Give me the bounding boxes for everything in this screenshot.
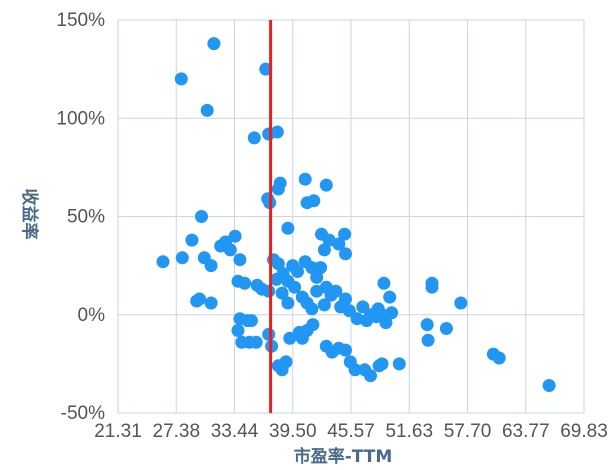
data-point [339, 247, 352, 261]
data-point [279, 355, 293, 369]
data-point [270, 125, 284, 139]
data-point [200, 103, 214, 117]
data-point [204, 259, 218, 273]
data-point [314, 261, 328, 275]
data-point [383, 290, 397, 304]
data-point [339, 292, 352, 306]
data-point [281, 221, 295, 235]
data-point [317, 298, 331, 312]
data-point [310, 284, 324, 298]
x-tick-label: 45.57 [327, 421, 375, 442]
data-point [348, 363, 362, 377]
data-point [542, 379, 556, 392]
x-tick-label: 21.31 [94, 421, 142, 442]
data-point [377, 276, 391, 290]
y-axis-ticks: 150% 100% 50% 0% -50% [56, 10, 105, 424]
data-point [262, 284, 276, 298]
data-point [306, 318, 320, 332]
data-point [298, 172, 312, 186]
x-tick-label: 33.44 [211, 421, 259, 442]
data-point [492, 351, 506, 365]
data-point [271, 257, 285, 271]
data-point [244, 314, 258, 328]
data-point [317, 243, 331, 257]
data-point [273, 176, 287, 190]
y-tick-label: 0% [78, 305, 106, 326]
data-point [439, 322, 453, 335]
x-tick-label: 69.83 [560, 421, 608, 442]
data-point [454, 296, 468, 310]
data-point [195, 210, 208, 223]
data-point [231, 324, 245, 337]
data-point [190, 294, 204, 308]
grid [117, 19, 585, 414]
y-tick-label: 150% [56, 10, 105, 31]
data-point [392, 357, 406, 371]
data-point [421, 333, 435, 347]
data-point [269, 272, 283, 286]
data-point [233, 253, 247, 267]
data-point [369, 310, 383, 324]
data-point [420, 318, 434, 332]
data-point [307, 194, 321, 208]
data-point [238, 276, 252, 290]
data-point [375, 357, 389, 371]
x-axis-ticks: 21.31 27.38 33.44 39.50 45.57 51.63 57.70 63.77… [94, 421, 608, 442]
data-point [332, 237, 346, 251]
data-point [319, 178, 333, 192]
data-point [262, 327, 276, 341]
x-tick-label: 39.50 [269, 421, 317, 442]
data-point [223, 243, 237, 257]
data-point [379, 316, 393, 330]
y-axis-title: 收益率 [19, 189, 40, 240]
data-point [283, 331, 297, 345]
data-point [305, 302, 319, 316]
data-point [156, 255, 170, 269]
data-point [175, 251, 189, 265]
data-point [228, 229, 242, 243]
data-point [275, 286, 289, 300]
data-point [261, 192, 275, 206]
data-point [288, 280, 302, 294]
data-points [156, 37, 556, 392]
y-tick-label: -50% [61, 403, 105, 424]
data-point [425, 276, 439, 290]
data-point [259, 62, 273, 76]
x-tick-label: 51.63 [385, 421, 433, 442]
data-point [364, 369, 377, 383]
x-tick-label: 27.38 [152, 421, 200, 442]
x-tick-label: 57.70 [444, 421, 492, 442]
data-point [174, 72, 188, 86]
x-axis-title: 市盈率-TTM [294, 446, 393, 467]
y-tick-label: 100% [56, 108, 105, 129]
x-tick-label: 63.77 [502, 421, 550, 442]
data-point [385, 306, 399, 320]
data-point [281, 296, 295, 310]
data-point [247, 131, 261, 145]
data-point [338, 227, 352, 241]
data-point [204, 296, 218, 310]
data-point [207, 37, 221, 51]
data-point [310, 270, 324, 284]
y-tick-label: 50% [67, 207, 105, 228]
data-point [185, 233, 199, 247]
data-point [339, 343, 352, 357]
data-point [249, 335, 263, 349]
data-point [291, 265, 304, 278]
data-point [329, 284, 343, 298]
